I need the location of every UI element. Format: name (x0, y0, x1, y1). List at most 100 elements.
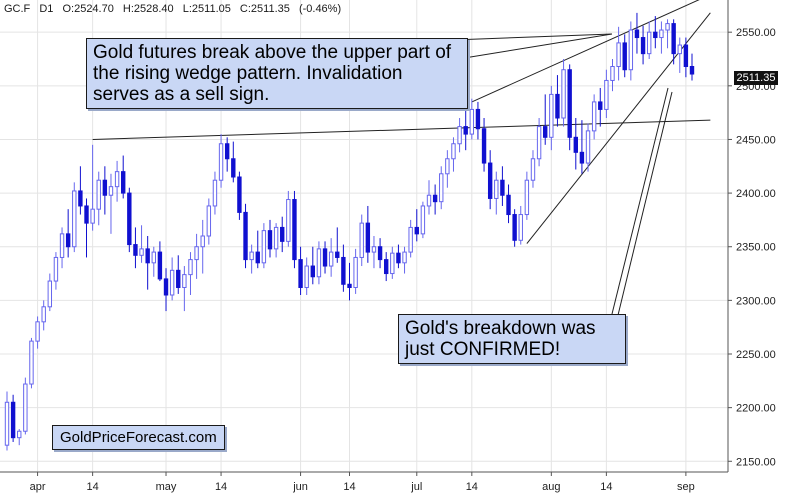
x-tick-label: 14 (87, 481, 99, 493)
low-value: L:2511.05 (182, 3, 231, 15)
candle (628, 21, 634, 81)
candle-body-down (280, 226, 285, 242)
candle (390, 246, 395, 279)
candle-body-down (671, 23, 676, 55)
candle (163, 268, 169, 312)
candle-body-up (445, 158, 450, 175)
candle-body-down (163, 278, 169, 296)
candle-body-up (316, 248, 322, 278)
candle-body-up (72, 190, 77, 248)
candle-body-down (567, 69, 572, 138)
candle (102, 166, 108, 215)
candle (335, 227, 340, 263)
x-tick-label: jul (410, 481, 422, 493)
candle (689, 53, 695, 81)
candle-body-down (622, 42, 627, 71)
candle-body-up (457, 126, 462, 145)
candle-body-up (206, 205, 212, 237)
candle (634, 12, 640, 54)
candle (377, 238, 383, 269)
candle (59, 227, 65, 269)
candle-body-up (41, 306, 46, 323)
candle (506, 184, 511, 224)
candle (439, 166, 444, 210)
current-price-badge: 2511.35 (734, 71, 778, 85)
candle-body-up (108, 186, 114, 196)
candle-body-down (10, 401, 16, 439)
candle (561, 59, 566, 127)
y-tick-label: 2550.00 (736, 27, 776, 39)
y-tick-label: 2200.00 (736, 403, 776, 415)
candle-body-down (347, 283, 352, 288)
candle-body-down (481, 128, 487, 164)
candle-body-down (292, 199, 297, 261)
candle (286, 190, 291, 247)
candle (530, 150, 536, 188)
candle (280, 216, 285, 253)
candle (341, 244, 346, 292)
candle-body-up (29, 340, 34, 385)
candle-body-up (151, 251, 156, 264)
x-tick-label: jun (292, 481, 308, 493)
candle (365, 205, 371, 263)
candle (114, 160, 120, 202)
candle-body-up (665, 23, 670, 31)
candle-body-up (371, 246, 377, 253)
candle (200, 219, 205, 274)
candle-body-up (561, 69, 566, 119)
candle (182, 266, 187, 312)
candle (573, 118, 578, 170)
candle (292, 190, 297, 269)
candle-body-down (573, 136, 578, 153)
candle-body-up (4, 401, 10, 446)
candle (432, 184, 438, 215)
candle-body-down (463, 126, 468, 135)
candle-body-up (659, 29, 664, 39)
candle-body-up (494, 179, 499, 199)
candle-body-down (102, 179, 108, 196)
candle-body-up (604, 79, 609, 110)
y-tick-label: 2300.00 (736, 295, 776, 307)
candle (72, 182, 77, 253)
candle-body-up (169, 269, 175, 296)
candle (683, 37, 689, 78)
candle (512, 209, 517, 247)
x-tick-label: apr (30, 481, 46, 493)
candle (371, 236, 377, 269)
candle-body-up (47, 280, 53, 308)
candle (206, 198, 212, 245)
candle (145, 236, 150, 290)
candle (420, 201, 426, 239)
y-tick-label: 2150.00 (736, 456, 776, 468)
candle-body-up (469, 108, 475, 135)
candle (304, 257, 309, 295)
candle (610, 59, 615, 92)
candle-body-up (218, 143, 224, 181)
candle-body-down (512, 214, 517, 241)
candle-body-up (646, 31, 652, 55)
candle (23, 377, 28, 435)
candle-body-up (261, 230, 267, 264)
candle (475, 101, 481, 140)
candle (96, 171, 101, 226)
candle-body-down (341, 256, 346, 285)
candle-body-up (59, 233, 65, 258)
candle-body-up (426, 194, 432, 207)
candle-body-down (84, 205, 89, 224)
chart-header: GC.F D1 O:2524.70 H:2528.40 L:2511.05 C:… (4, 3, 347, 15)
candle (653, 16, 658, 49)
candle-body-down (157, 251, 163, 280)
candle (640, 25, 646, 65)
candle (310, 246, 316, 285)
candle (659, 21, 664, 54)
candle (536, 118, 542, 167)
candle-body-up (249, 251, 254, 261)
candle (598, 87, 603, 127)
price-axis: 2150.00 2200.00 2250.00 2300.00 2350.00 2400.… (728, 27, 776, 468)
candle-body-up (390, 252, 395, 275)
candle-body-up (304, 265, 309, 288)
candle-body-up (451, 143, 456, 160)
candle-body-down (487, 162, 493, 199)
candle (267, 219, 273, 258)
